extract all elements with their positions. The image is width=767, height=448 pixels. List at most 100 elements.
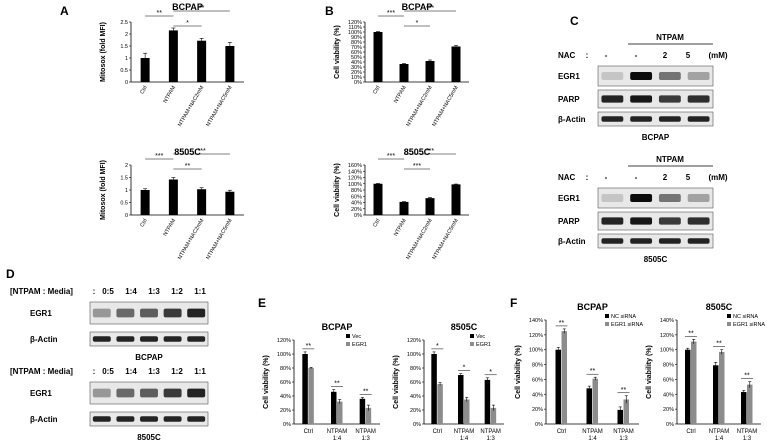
y-tick-label: 0% [354, 213, 362, 219]
y-axis-label: Cell viability (%) [646, 345, 653, 399]
significance-label: * [489, 369, 492, 376]
ratio-label: 0:5 [102, 287, 114, 296]
x-tick-label: NTPAM+NAC5mM [205, 218, 233, 261]
y-tick-label: 0% [666, 422, 674, 428]
y-tick-label: 60% [280, 380, 291, 386]
cell-line-label: BCPAP [135, 353, 163, 362]
chart-title: 8505C [706, 302, 733, 312]
legend-label: EGR1 siRNA [611, 322, 643, 328]
x-tick-label: 1:3 [361, 436, 370, 442]
cell-line-label: 8505C [137, 433, 161, 442]
significance-label: ** [199, 5, 205, 12]
band [140, 308, 158, 318]
blot-row-frame [597, 111, 714, 127]
y-tick-label: 2.5 [120, 20, 128, 26]
y-axis-label: Mitosox (fold MFI) [100, 22, 107, 82]
bar [458, 375, 464, 424]
x-tick-label: 1:3 [743, 436, 752, 442]
blot-c-8505c: NTPAM NAC: - - 2 5 (mM) EGR1 PARP β-Actin 8505C [558, 155, 728, 264]
bar [719, 351, 725, 424]
y-tick-label: 20% [351, 207, 362, 213]
bar [747, 384, 753, 424]
y-tick-label: 40% [280, 394, 291, 400]
bar [685, 349, 691, 424]
row-label: β-Actin [30, 415, 58, 424]
row-label: EGR1 [558, 72, 580, 81]
band [630, 238, 653, 244]
bar [168, 179, 178, 215]
legend-swatch [470, 342, 474, 346]
y-tick-label: 80% [351, 40, 362, 46]
band [187, 388, 206, 398]
y-tick-label: 20% [663, 407, 674, 413]
bar [691, 341, 697, 424]
y-tick-label: 100% [348, 30, 362, 36]
ratio-label: 1:4 [125, 367, 137, 376]
ratio-label: 0:5 [102, 367, 114, 376]
bar [337, 401, 343, 424]
bar [399, 201, 409, 215]
bar [197, 40, 207, 82]
ratio-label: : [93, 367, 96, 376]
y-tick-label: 0 [125, 80, 128, 86]
y-tick-label: 0% [354, 80, 362, 86]
significance-label: * [463, 365, 466, 372]
band [658, 194, 681, 202]
band [116, 308, 135, 318]
blot-d-bcpap: [NTPAM : Media]:0:5 1:4 1:3 1:2 1:1 EGR1 β-Act… [10, 287, 209, 362]
y-tick-label: 60% [663, 377, 674, 383]
legend-swatch [727, 314, 731, 318]
y-tick-label: 60% [351, 50, 362, 56]
band [630, 217, 653, 225]
row-label: PARP [558, 95, 580, 104]
significance-label: ** [185, 163, 191, 170]
y-tick-label: 0% [535, 422, 543, 428]
band [658, 217, 681, 225]
band [116, 388, 135, 398]
band [658, 95, 681, 103]
y-tick-label: 1.5 [120, 44, 128, 50]
ratio-label: 1:1 [194, 367, 206, 376]
bar [425, 61, 435, 82]
ratio-label: 1:2 [171, 367, 183, 376]
row-label: EGR1 [30, 309, 52, 318]
band [163, 336, 182, 342]
lane-label: 5 [686, 173, 691, 182]
band [658, 116, 681, 122]
bar [592, 378, 598, 424]
y-tick-label: 40% [410, 394, 421, 400]
band [163, 308, 182, 318]
y-tick-label: 20% [410, 408, 421, 414]
y-tick-label: 0% [283, 422, 291, 428]
bar [373, 32, 383, 82]
band [658, 72, 681, 80]
y-axis-label: Mitosox (fold MFI) [100, 160, 107, 220]
x-tick-label: Ctrl [433, 429, 442, 435]
panel-label-f: F [510, 296, 518, 310]
x-tick-label: NTPAM+NAC2mM [406, 85, 434, 128]
chart-f-bcpap: BCPAP Cell viability (%) 0% 20% 40% 60% 80% 100… [515, 302, 643, 442]
y-tick-label: 40% [532, 392, 543, 398]
y-tick-label: 20% [280, 408, 291, 414]
blot-row-frame [597, 233, 714, 249]
x-tick-label: NTPAM [454, 429, 475, 435]
significance-label: ** [157, 10, 163, 17]
band [687, 95, 710, 103]
y-axis-label: Cell viability (%) [393, 355, 400, 409]
x-tick-label: NTPAM+NAC2mM [177, 218, 205, 261]
x-tick-label: NTPAM [709, 429, 730, 435]
x-tick-label: NTPAM+NAC5mM [432, 218, 460, 261]
band [601, 95, 624, 103]
y-tick-label: 40% [663, 392, 674, 398]
x-tick-label: Ctrl [304, 429, 313, 435]
ratio-label: 1:4 [125, 287, 137, 296]
ratio-label: 1:3 [148, 287, 160, 296]
ratio-label: 1:3 [148, 367, 160, 376]
chart-title: BCPAP [577, 302, 608, 312]
bar [425, 198, 435, 215]
row-label: β-Actin [558, 237, 586, 246]
legend-label: EGR1 [476, 342, 491, 348]
bar [197, 189, 207, 215]
x-tick-label: NTPAM+NAC2mM [406, 218, 434, 261]
x-tick-label: NTPAM+NAC5mM [205, 85, 233, 128]
